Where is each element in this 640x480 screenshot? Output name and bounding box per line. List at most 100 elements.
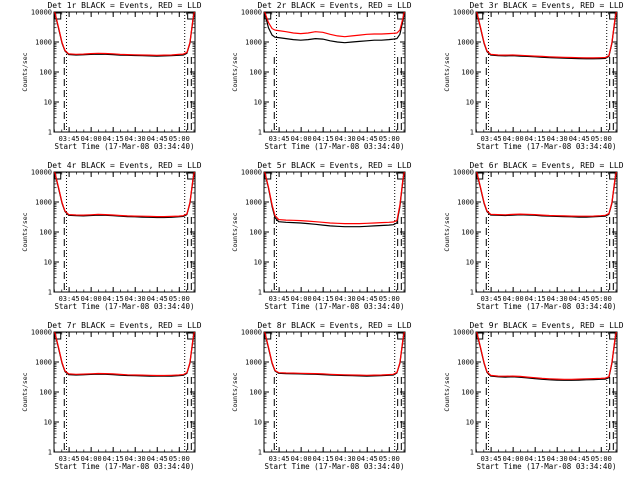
x-tick-label: 04:30 [125,295,146,303]
panel-det-9: Det 9r BLACK = Events, RED = LLD 1 10 100 10… [443,321,624,471]
panel-det-5: Det 5r BLACK = Events, RED = LLD 1 10 100 10… [231,161,412,311]
y-tick-label: 1000 [245,39,262,47]
panel-title: Det 2r BLACK = Events, RED = LLD [257,1,411,10]
y-tick-label: 10000 [31,9,52,17]
y-axis-label: Counts/sec [443,212,451,251]
x-tick-label: 04:45 [357,455,378,463]
y-tick-label: 10 [44,419,52,427]
x-tick-label: 05:00 [591,455,612,463]
x-tick-label: 04:45 [569,455,590,463]
y-tick-label: 10 [466,419,474,427]
x-tick-label: 03:45 [481,135,502,143]
y-tick-label: 1000 [35,359,52,367]
x-tick-label: 05:00 [591,295,612,303]
x-tick-label: 04:45 [147,135,168,143]
y-tick-label: 1000 [457,199,474,207]
x-tick-label: 05:00 [379,135,400,143]
x-axis-label: Start Time (17-Mar-08 03:34:40) [477,302,617,311]
panel-title: Det 3r BLACK = Events, RED = LLD [469,1,623,10]
panel-det-4: Det 4r BLACK = Events, RED = LLD 1 10 100 10… [21,161,202,311]
panel-det-8: Det 8r BLACK = Events, RED = LLD 1 10 100 10… [231,321,412,471]
y-axis-label: Counts/sec [21,52,29,91]
panel-title: Det 4r BLACK = Events, RED = LLD [47,161,201,170]
x-tick-label: 05:00 [169,135,190,143]
x-tick-label: 04:15 [103,455,124,463]
x-tick-label: 03:45 [269,455,290,463]
x-tick-label: 04:15 [103,295,124,303]
x-axis-label: Start Time (17-Mar-08 03:34:40) [55,142,195,151]
plot-frame [475,331,618,453]
panel-det-3: Det 3r BLACK = Events, RED = LLD 1 10 100 10… [443,1,624,151]
series-line-lld [264,172,405,225]
x-tick-label: 04:45 [147,455,168,463]
x-tick-label: 04:30 [335,455,356,463]
x-tick-label: 04:30 [547,135,568,143]
panel-title: Det 7r BLACK = Events, RED = LLD [47,321,201,330]
marker-box [264,172,272,180]
y-tick-label: 100 [249,69,262,77]
x-tick-label: 04:15 [313,135,334,143]
marker-box [476,172,484,180]
y-tick-label: 10 [254,419,262,427]
series-line-events [264,172,405,228]
y-tick-label: 1000 [35,39,52,47]
x-tick-label: 04:45 [569,135,590,143]
y-axis-label: Counts/sec [231,52,239,91]
y-tick-label: 1 [470,289,474,297]
x-axis-label: Start Time (17-Mar-08 03:34:40) [477,142,617,151]
panel-det-2: Det 2r BLACK = Events, RED = LLD 1 10 100 10… [231,1,412,151]
x-axis-label: Start Time (17-Mar-08 03:34:40) [265,142,405,151]
marker-box [476,12,484,20]
x-tick-label: 04:00 [503,295,524,303]
x-tick-label: 04:15 [525,135,546,143]
y-tick-label: 100 [39,389,52,397]
x-tick-label: 04:00 [291,135,312,143]
panel-det-1: Det 1r BLACK = Events, RED = LLD 1 10 100 10… [21,1,202,151]
x-tick-label: 03:45 [481,455,502,463]
x-tick-label: 04:30 [125,455,146,463]
plot-frame [263,331,406,453]
y-axis-label: Counts/sec [231,372,239,411]
y-tick-label: 1000 [245,359,262,367]
plot-frame [475,171,618,293]
series-line-events [54,12,195,57]
marker-box [54,332,62,340]
x-tick-label: 05:00 [379,455,400,463]
y-tick-label: 1000 [245,199,262,207]
series-line-events [476,172,617,218]
plot-frame [53,171,196,293]
panel-det-7: Det 7r BLACK = Events, RED = LLD 1 10 100 10… [21,321,202,471]
series-line-lld [54,332,195,377]
y-axis-label: Counts/sec [231,212,239,251]
y-tick-label: 10000 [241,329,262,337]
y-tick-label: 100 [39,69,52,77]
series-line-lld [476,172,617,217]
series-line-lld [264,12,405,38]
x-tick-label: 04:00 [81,135,102,143]
panel-title: Det 9r BLACK = Events, RED = LLD [469,321,623,330]
y-axis-label: Counts/sec [443,52,451,91]
x-axis-label: Start Time (17-Mar-08 03:34:40) [55,302,195,311]
y-axis-label: Counts/sec [21,372,29,411]
y-tick-label: 100 [39,229,52,237]
x-tick-label: 04:30 [547,295,568,303]
y-tick-label: 1 [470,449,474,457]
y-tick-label: 10000 [453,329,474,337]
x-tick-label: 04:15 [103,135,124,143]
series-line-lld [476,332,617,380]
x-axis-label: Start Time (17-Mar-08 03:34:40) [265,462,405,471]
x-tick-label: 04:15 [313,455,334,463]
y-tick-label: 1 [258,449,262,457]
y-tick-label: 10000 [453,9,474,17]
x-tick-label: 04:00 [503,135,524,143]
y-tick-label: 100 [461,389,474,397]
x-tick-label: 03:45 [59,455,80,463]
y-tick-label: 10 [254,259,262,267]
panel-title: Det 6r BLACK = Events, RED = LLD [469,161,623,170]
y-tick-label: 1 [470,129,474,137]
panel-title: Det 5r BLACK = Events, RED = LLD [257,161,411,170]
x-axis-label: Start Time (17-Mar-08 03:34:40) [265,302,405,311]
panel-title: Det 1r BLACK = Events, RED = LLD [47,1,201,10]
x-tick-label: 05:00 [379,295,400,303]
